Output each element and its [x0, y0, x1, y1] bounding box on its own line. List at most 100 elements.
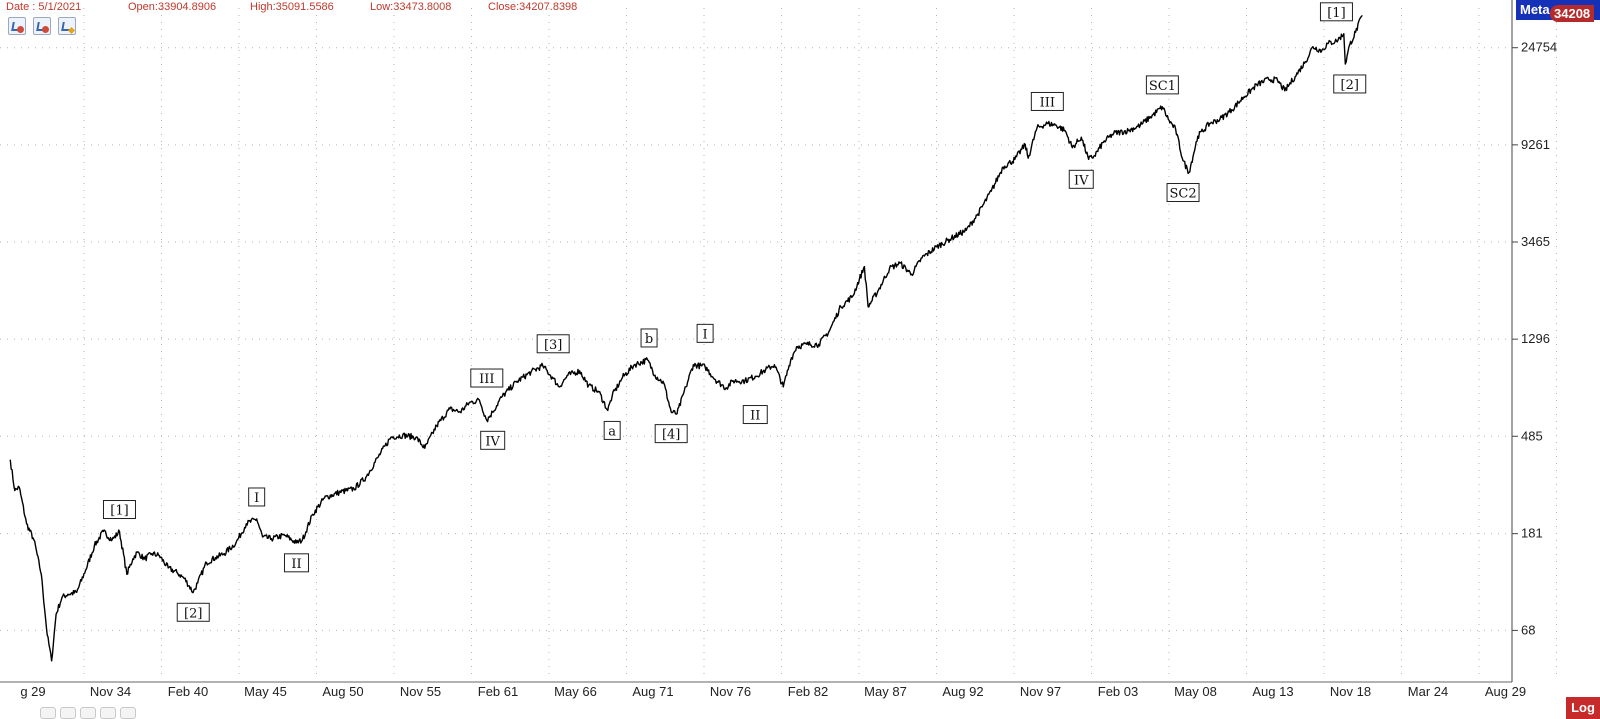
remove-study-icon[interactable]: [33, 17, 51, 35]
price-point: [76, 591, 78, 593]
price-point: [921, 257, 923, 259]
price-point: [261, 536, 264, 538]
wave-label-box: [1145, 75, 1179, 95]
wave-label-text: III: [479, 372, 494, 387]
price-point: [93, 545, 96, 547]
price-point: [714, 379, 717, 381]
log-scale-toggle[interactable]: Log: [1566, 697, 1600, 719]
wave-label-box: [102, 500, 136, 520]
x-tick-label: Nov 97: [1020, 684, 1061, 699]
open-readout: Open:33904.8906: [128, 1, 217, 13]
price-point: [1064, 129, 1066, 132]
price-point: [1102, 141, 1104, 143]
price-point: [223, 552, 225, 555]
price-point: [126, 573, 128, 575]
price-point: [67, 593, 69, 595]
price-point: [459, 411, 461, 413]
x-tick-label: Aug 92: [942, 684, 983, 699]
price-point: [795, 346, 798, 348]
price-point: [633, 364, 635, 366]
price-point: [692, 364, 694, 366]
price-point: [1335, 40, 1338, 42]
price-point: [1024, 143, 1026, 146]
price-point: [402, 434, 404, 436]
x-tick-label: May 87: [864, 684, 907, 699]
price-point: [840, 306, 842, 308]
wave-label-text: II: [750, 409, 760, 424]
price-point: [84, 569, 87, 571]
price-point: [754, 375, 756, 377]
price-point: [1127, 129, 1130, 132]
x-tick-label: Nov 76: [710, 684, 751, 699]
price-point: [1046, 122, 1048, 125]
price-point: [377, 457, 379, 459]
wave-label: IV: [480, 430, 506, 450]
scroll-button[interactable]: [40, 707, 56, 719]
price-point: [478, 399, 481, 401]
wave-label-box: [480, 430, 506, 450]
price-point: [899, 262, 901, 264]
price-point: [1304, 61, 1307, 63]
price-point: [1113, 132, 1115, 134]
price-point: [151, 552, 153, 555]
wave-label-text: [4]: [662, 428, 680, 443]
wave-label-text: IV: [1074, 173, 1089, 188]
price-point: [158, 554, 160, 557]
price-point: [579, 370, 581, 372]
price-point: [806, 343, 808, 345]
price-point: [1093, 155, 1096, 157]
wave-label-text: I: [703, 327, 708, 342]
scroll-button[interactable]: [100, 707, 116, 719]
scroll-button[interactable]: [80, 707, 96, 719]
price-point: [167, 567, 169, 569]
x-tick-label: May 66: [554, 684, 597, 699]
price-point: [863, 266, 866, 268]
wave-label: II: [283, 553, 309, 573]
price-point: [1231, 109, 1233, 111]
price-point: [1312, 46, 1314, 48]
wave-label: I: [696, 323, 714, 343]
price-point: [1080, 136, 1082, 138]
x-tick-label: Aug 71: [632, 684, 673, 699]
x-tick-label: Nov 18: [1330, 684, 1371, 699]
price-point: [1139, 124, 1141, 126]
low-readout: Low:33473.8008: [370, 1, 452, 13]
price-point: [1055, 124, 1057, 126]
price-point: [1197, 135, 1199, 137]
edit-study-icon[interactable]: [58, 17, 76, 35]
add-study-icon[interactable]: [8, 17, 26, 35]
wave-label-text: [1]: [1327, 6, 1345, 21]
price-point: [1343, 33, 1345, 35]
x-tick-label: Feb 40: [168, 684, 208, 699]
wave-label-box: [640, 328, 658, 348]
wave-label: SC2: [1166, 183, 1200, 203]
x-tick-label: Aug 50: [322, 684, 363, 699]
scroll-button[interactable]: [60, 707, 76, 719]
scroll-controls: [0, 706, 200, 719]
price-point: [911, 273, 913, 275]
wave-label: II: [742, 405, 768, 425]
price-point: [192, 591, 194, 593]
wave-label-text: [2]: [1341, 78, 1359, 93]
price-point: [773, 364, 776, 366]
price-series-line: [9, 15, 1363, 662]
price-point: [51, 660, 53, 662]
x-tick-label: Feb 03: [1098, 684, 1138, 699]
x-tick-label: g 29: [20, 684, 45, 699]
y-tick-label: 24754: [1521, 40, 1557, 55]
price-point: [1242, 96, 1245, 98]
price-point: [611, 395, 613, 397]
scroll-button[interactable]: [120, 707, 136, 719]
price-point: [118, 530, 121, 533]
wave-label-box: [696, 323, 714, 343]
wave-label: [1]: [1319, 2, 1353, 22]
price-point: [790, 359, 792, 361]
y-tick-label: 181: [1521, 526, 1543, 541]
price-point: [1327, 43, 1329, 45]
x-tick-label: Feb 61: [478, 684, 518, 699]
wave-label-box: [1030, 91, 1064, 111]
y-tick-label: 485: [1521, 428, 1543, 443]
price-point: [468, 402, 470, 404]
price-point: [1209, 122, 1211, 125]
